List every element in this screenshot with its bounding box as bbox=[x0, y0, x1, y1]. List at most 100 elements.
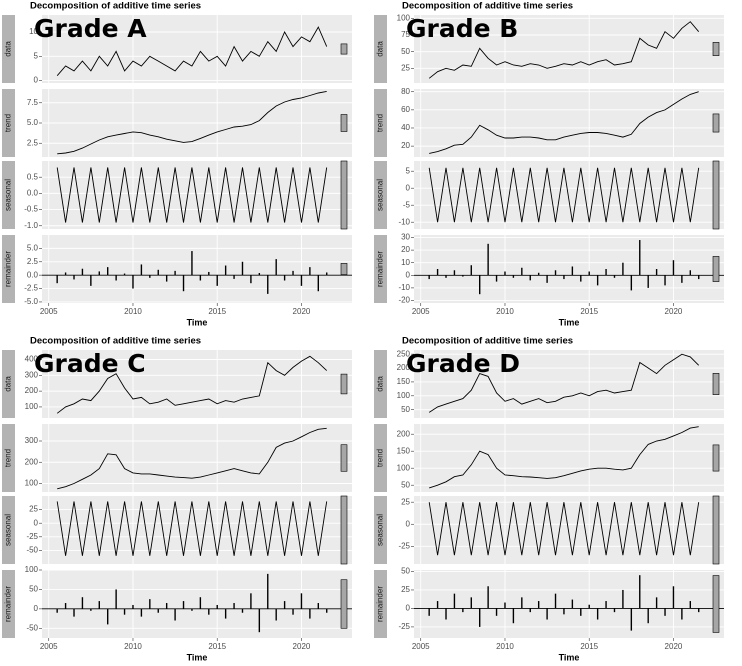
y-tick-label: 30 bbox=[401, 233, 410, 242]
y-tick-label: -0.5 bbox=[24, 205, 38, 214]
y-tick-label: 25 bbox=[29, 505, 38, 514]
grade-label: Grade C bbox=[34, 349, 146, 378]
y-tick-label: 100 bbox=[25, 402, 39, 411]
decomposition-chart: Decomposition of additive time series dat… bbox=[374, 336, 724, 662]
series-line bbox=[428, 502, 700, 556]
strip-label: trend bbox=[376, 449, 385, 467]
y-tick-label: 150 bbox=[397, 377, 411, 386]
y-tick-label: 0.5 bbox=[27, 172, 39, 181]
x-tick-label: 2005 bbox=[412, 307, 430, 316]
x-tick-label: 2010 bbox=[496, 642, 514, 651]
chart-title: Decomposition of additive time series bbox=[402, 1, 573, 12]
y-tick-label: 10 bbox=[29, 27, 38, 36]
x-axis-label: Time bbox=[187, 317, 208, 327]
y-tick-label: 100 bbox=[397, 463, 411, 472]
y-tick-label: 0 bbox=[406, 519, 411, 528]
panel-background bbox=[414, 161, 724, 229]
y-tick-label: 0 bbox=[34, 604, 39, 613]
strip bbox=[2, 15, 15, 83]
panel-background bbox=[414, 235, 724, 303]
strip bbox=[374, 496, 387, 564]
decomposition-chart: Decomposition of additive time series dat… bbox=[2, 336, 352, 662]
strip-label: seasonal bbox=[4, 514, 13, 546]
y-tick-label: 0 bbox=[34, 76, 39, 85]
y-tick-label: -10 bbox=[398, 283, 410, 292]
strip-label: seasonal bbox=[376, 514, 385, 546]
strip bbox=[374, 161, 387, 229]
y-tick-label: 200 bbox=[397, 363, 411, 372]
scale-bar bbox=[340, 114, 348, 132]
panel-background bbox=[414, 89, 724, 157]
panel-background bbox=[414, 15, 724, 83]
series-line bbox=[429, 426, 699, 489]
scale-bar bbox=[712, 256, 720, 282]
x-tick-label: 2015 bbox=[208, 642, 226, 651]
strip-label: trend bbox=[376, 114, 385, 132]
y-tick-label: 5 bbox=[34, 51, 39, 60]
strip-label: data bbox=[4, 376, 13, 392]
y-tick-label: 7.5 bbox=[27, 98, 39, 107]
scale-bar bbox=[712, 160, 720, 230]
scale-bar bbox=[712, 113, 720, 133]
x-tick-label: 2010 bbox=[124, 642, 142, 651]
y-tick-label: 50 bbox=[401, 47, 410, 56]
strip-label: remainder bbox=[4, 251, 13, 287]
strip-label: remainder bbox=[376, 586, 385, 622]
x-tick-label: 2020 bbox=[665, 642, 683, 651]
y-tick-label: 0.0 bbox=[27, 188, 39, 197]
y-tick-label: 5.0 bbox=[27, 118, 39, 127]
grade-label: Grade D bbox=[406, 349, 520, 378]
scale-bar bbox=[340, 263, 348, 275]
scale-bar bbox=[340, 444, 348, 472]
scale-bar bbox=[340, 495, 348, 565]
decomposition-chart: Decomposition of additive time series dat… bbox=[2, 1, 352, 327]
panel-background bbox=[42, 235, 352, 303]
series-line bbox=[56, 167, 328, 223]
strip bbox=[374, 424, 387, 492]
strip bbox=[2, 89, 15, 157]
strip-label: remainder bbox=[376, 251, 385, 287]
strip bbox=[374, 15, 387, 83]
y-tick-label: 25 bbox=[401, 585, 410, 594]
scale-bar bbox=[712, 42, 720, 56]
panel-background bbox=[42, 424, 352, 492]
series-line bbox=[57, 427, 327, 490]
strip bbox=[374, 235, 387, 303]
strip bbox=[2, 350, 15, 418]
x-tick-label: 2005 bbox=[412, 642, 430, 651]
y-tick-label: 400 bbox=[25, 355, 39, 364]
x-axis-label: Time bbox=[559, 652, 580, 662]
x-tick-label: 2015 bbox=[580, 642, 598, 651]
strip-label: remainder bbox=[4, 586, 13, 622]
y-tick-label: 0.0 bbox=[27, 270, 39, 279]
x-tick-label: 2015 bbox=[208, 307, 226, 316]
y-tick-label: -50 bbox=[26, 623, 38, 632]
scale-bar bbox=[712, 495, 720, 565]
y-tick-label: 75 bbox=[401, 30, 410, 39]
chart-title: Decomposition of additive time series bbox=[402, 336, 573, 347]
series-line bbox=[428, 353, 700, 413]
y-tick-label: -25 bbox=[398, 541, 410, 550]
y-tick-label: 80 bbox=[401, 87, 410, 96]
y-tick-label: -10 bbox=[398, 217, 410, 226]
x-tick-label: 2020 bbox=[293, 642, 311, 651]
panel-background bbox=[414, 424, 724, 492]
y-tick-label: -50 bbox=[26, 546, 38, 555]
y-tick-label: 10 bbox=[401, 258, 410, 267]
series-line bbox=[428, 21, 700, 79]
y-tick-label: 200 bbox=[25, 386, 39, 395]
y-tick-label: 100 bbox=[25, 479, 39, 488]
panel-background bbox=[414, 570, 724, 638]
strip bbox=[374, 350, 387, 418]
y-tick-label: 50 bbox=[401, 480, 410, 489]
strip bbox=[374, 89, 387, 157]
scale-bar bbox=[712, 575, 720, 633]
y-tick-label: 200 bbox=[397, 429, 411, 438]
strip bbox=[2, 424, 15, 492]
series-line bbox=[56, 501, 328, 556]
y-tick-label: 100 bbox=[25, 565, 39, 574]
y-tick-label: 250 bbox=[397, 349, 411, 358]
y-tick-label: 100 bbox=[397, 13, 411, 22]
grade-label: Grade B bbox=[406, 14, 518, 43]
x-tick-label: 2020 bbox=[665, 307, 683, 316]
